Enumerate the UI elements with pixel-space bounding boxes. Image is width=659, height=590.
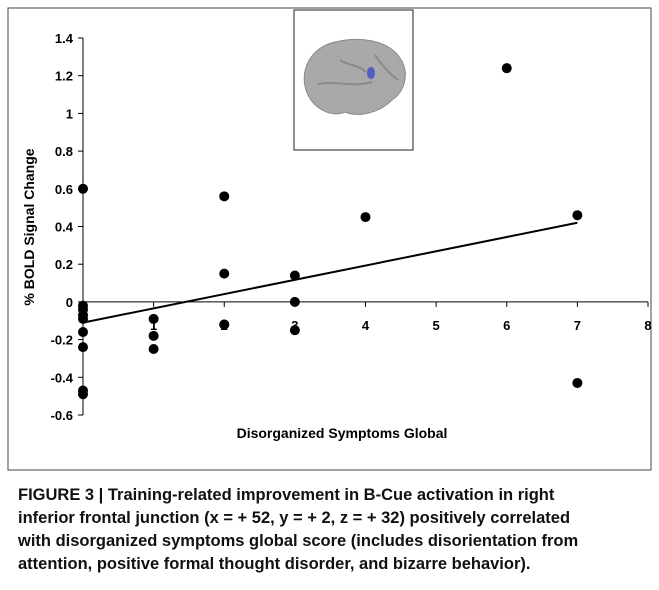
data-point	[148, 330, 159, 341]
chart-frame	[7, 7, 652, 471]
x-tick-label: 4	[362, 318, 370, 333]
chart: % BOLD Signal Change Disorganized Sympto…	[7, 7, 652, 471]
y-tick-label: 1.2	[55, 69, 73, 84]
caption-line: inferior frontal junction (x = + 52, y =…	[18, 509, 571, 527]
caption-line: with disorganized symptoms global score …	[18, 532, 579, 550]
data-point	[572, 210, 583, 221]
data-point	[572, 377, 583, 388]
x-tick-label: 8	[644, 318, 651, 333]
x-tick-label: 6	[503, 318, 510, 333]
data-point	[289, 270, 300, 281]
fit-line	[82, 221, 578, 324]
x-tick-label: 7	[574, 318, 581, 333]
figure-caption: FIGURE 3 | Training-related improvement …	[18, 484, 648, 576]
y-tick-label: 0.6	[55, 182, 73, 197]
y-tick-label: -0.2	[51, 333, 73, 348]
y-axis-label: % BOLD Signal Change	[21, 148, 37, 305]
y-tick-label: 1	[66, 106, 73, 121]
brain-shape	[303, 38, 406, 115]
data-point	[148, 344, 159, 355]
y-tick-label: 0.8	[55, 144, 73, 159]
data-point	[148, 313, 159, 324]
data-point	[78, 389, 88, 400]
data-point	[289, 296, 300, 307]
data-point	[219, 268, 230, 279]
y-tick-label: -0.6	[51, 408, 73, 423]
caption-line: FIGURE 3 | Training-related improvement …	[18, 486, 555, 504]
x-axis-label: Disorganized Symptoms Global	[237, 425, 448, 441]
data-point	[289, 325, 300, 336]
brain-inset	[293, 9, 414, 151]
data-point	[78, 327, 88, 338]
x-tick-label: 1	[150, 318, 157, 333]
x-tick-label: 5	[433, 318, 440, 333]
data-point	[78, 183, 88, 194]
y-tick-label: 1.4	[55, 31, 74, 46]
data-point	[219, 319, 230, 330]
data-point	[501, 63, 512, 74]
y-tick-label: 0.2	[55, 257, 73, 272]
data-point	[219, 191, 230, 202]
data-point	[78, 313, 88, 324]
y-tick-label: -0.4	[51, 370, 74, 385]
y-tick-label: 0	[66, 295, 73, 310]
brain-sulci	[317, 54, 399, 86]
data-point	[360, 212, 371, 223]
caption-line: attention, positive formal thought disor…	[18, 555, 531, 573]
y-tick-label: 0.4	[55, 220, 74, 235]
activation-spot	[367, 67, 375, 79]
data-point	[78, 342, 88, 353]
